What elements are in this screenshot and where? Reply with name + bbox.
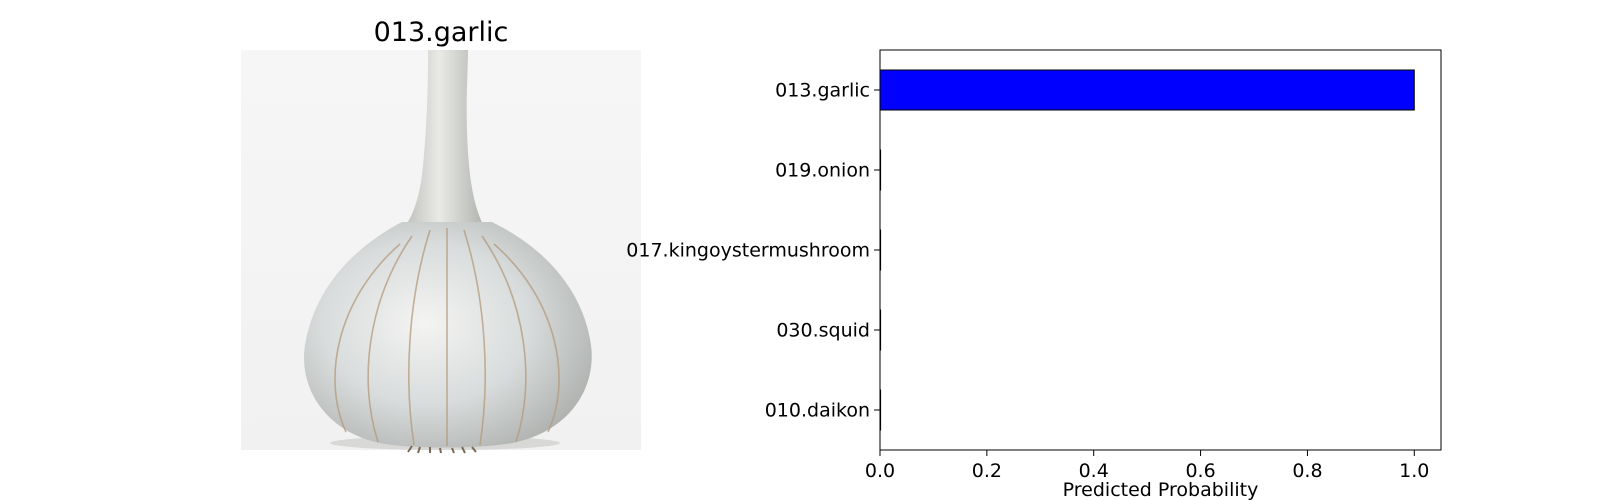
x-tick-label-2: 0.4 [1079, 460, 1109, 482]
y-axis: 013.garlic 019.onion 017.kingoystermushroo… [626, 80, 880, 422]
image-panel [241, 50, 641, 454]
garlic-bulb-icon [304, 50, 592, 454]
y-tick-label-3: 030.squid [776, 320, 870, 342]
x-tick-label-1: 0.2 [972, 460, 1002, 482]
x-tick-label-3: 0.6 [1185, 460, 1215, 482]
x-tick-label-5: 1.0 [1399, 460, 1429, 482]
bar-chart: 013.garlic 019.onion 017.kingoystermushroo… [626, 49, 1442, 500]
plot-area [880, 50, 1441, 450]
image-title: 013.garlic [374, 17, 509, 48]
y-tick-label-2: 017.kingoystermushroom [626, 240, 870, 262]
y-tick-label-4: 010.daikon [765, 400, 870, 422]
y-tick-label-0: 013.garlic [775, 80, 870, 102]
x-axis-label: Predicted Probability [1063, 479, 1259, 500]
y-tick-label-1: 019.onion [775, 160, 870, 182]
x-tick-label-0: 0.0 [865, 460, 895, 482]
x-axis: 0.0 0.2 0.4 0.6 0.8 1.0 [865, 450, 1429, 482]
bar-0 [879, 69, 1415, 111]
x-tick-label-4: 0.8 [1292, 460, 1322, 482]
